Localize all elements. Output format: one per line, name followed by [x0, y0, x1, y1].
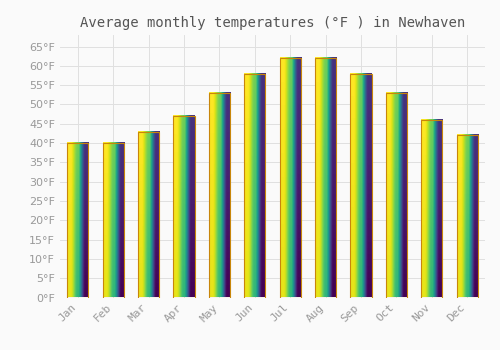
- Bar: [138, 132, 159, 298]
- Bar: [280, 58, 301, 298]
- Bar: [315, 58, 336, 298]
- Bar: [209, 93, 230, 298]
- Bar: [244, 74, 266, 298]
- Bar: [456, 135, 478, 298]
- Title: Average monthly temperatures (°F ) in Newhaven: Average monthly temperatures (°F ) in Ne…: [80, 16, 465, 30]
- Bar: [174, 116, 195, 298]
- Bar: [350, 74, 372, 298]
- Bar: [67, 143, 88, 298]
- Bar: [421, 120, 442, 298]
- Bar: [102, 143, 124, 298]
- Bar: [386, 93, 407, 298]
